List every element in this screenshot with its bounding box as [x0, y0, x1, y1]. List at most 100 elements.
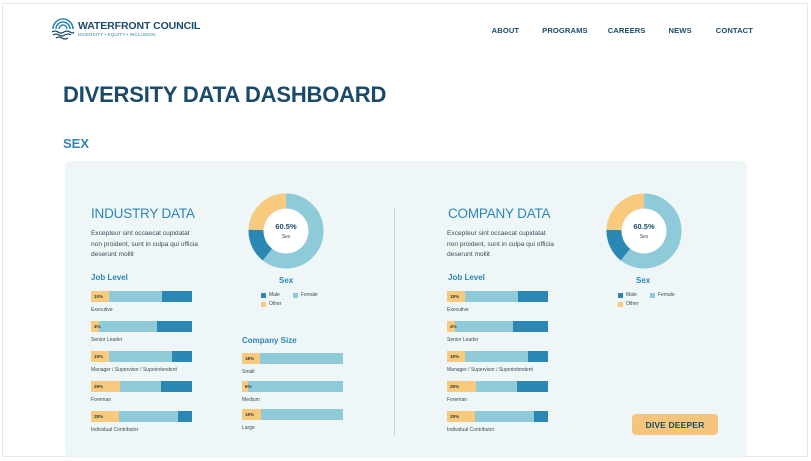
column-divider: [394, 209, 395, 435]
donut-slice-other[interactable]: [606, 193, 682, 269]
bar-segment-female: [476, 381, 517, 392]
bar-segment-other: 29%: [447, 381, 477, 392]
bar-segment-female: [109, 351, 172, 362]
bar-segment-other: 6%: [242, 381, 252, 392]
company-donut-label: Sex: [636, 276, 651, 285]
donut-center-value: 60.5%: [275, 222, 297, 231]
bar-segment-male: [171, 351, 192, 362]
industry-description: Excepteur sint occaecat cupidatat non pr…: [91, 230, 198, 258]
bar-segment-other: 4%: [447, 321, 457, 332]
donut-slice-other[interactable]: [248, 193, 324, 269]
bar-other-percent: 19%: [450, 353, 460, 359]
donut-slice-male[interactable]: [606, 193, 682, 269]
legend-male: Male: [261, 292, 280, 298]
bar-segment-female: [465, 291, 518, 302]
stacked-bar[interactable]: 19%: [242, 409, 343, 420]
donut-center: [622, 209, 666, 253]
logo-subtitle: DIVERSITY • EQUITY • INCLUSION: [78, 31, 156, 37]
nav-careers[interactable]: CAREERS: [607, 26, 646, 35]
legend-male-swatch: [618, 292, 623, 298]
stacked-bar[interactable]: 18%: [447, 291, 548, 302]
bar-other-percent: 19%: [245, 411, 255, 417]
company-job-level-title: Job Level: [448, 273, 485, 282]
bar-segment-other: 18%: [242, 353, 261, 364]
legend-male-label: Male: [626, 292, 637, 298]
stacked-bar[interactable]: 10%: [91, 291, 192, 302]
dive-deeper-button[interactable]: DIVE DEEPER: [632, 414, 718, 435]
bar-label: Small: [242, 369, 255, 375]
bar-other-percent: 28%: [450, 413, 460, 419]
bar-segment-female: [120, 381, 161, 392]
bar-label: Individual Contributor: [91, 427, 139, 433]
industry-title: INDUSTRY DATA: [91, 206, 195, 221]
bar-row: 19% Large: [242, 409, 343, 431]
industry-donut-label: Sex: [279, 276, 294, 285]
stacked-bar[interactable]: 19%: [447, 351, 548, 362]
bar-row: 18% Executive: [447, 291, 548, 313]
legend-female-swatch: [293, 292, 298, 298]
bar-label: Manager / Supervisor / Superintendent: [447, 367, 533, 373]
stacked-bar[interactable]: 18%: [242, 353, 343, 364]
stacked-bar[interactable]: 29%: [447, 381, 548, 392]
bar-segment-other: 29%: [91, 381, 121, 392]
bar-segment-female: [119, 411, 178, 422]
bar-segment-female: [455, 321, 513, 332]
nav-programs[interactable]: PROGRAMS: [542, 26, 588, 35]
donut-slice-male[interactable]: [248, 193, 324, 269]
stacked-bar[interactable]: 4%: [447, 321, 548, 332]
bar-segment-male: [527, 351, 548, 362]
stacked-bar[interactable]: 28%: [447, 411, 548, 422]
bar-label: Senior Leader: [91, 337, 123, 343]
bar-label: Medium: [242, 397, 260, 403]
bar-segment-other: 28%: [447, 411, 476, 422]
waves-logo-icon: [51, 18, 75, 40]
nav-news[interactable]: NEWS: [668, 26, 692, 35]
bar-row: 4% Senior Leader: [447, 321, 548, 343]
bar-segment-other: 4%: [91, 321, 101, 332]
bar-other-percent: 29%: [94, 383, 104, 389]
bar-other-percent: 4%: [450, 323, 457, 329]
bar-label: Foreman: [91, 397, 112, 403]
bar-row: 29% Foreman: [447, 381, 548, 403]
donut-center-value: 60.5%: [633, 222, 655, 231]
logo[interactable]: WATERFRONT COUNCIL DIVERSITY • EQUITY • …: [51, 17, 200, 41]
company-description: Excepteur sint occaecat cupidatat non pr…: [447, 230, 554, 258]
bar-segment-female: [261, 409, 343, 420]
donut-center-label: Sex: [640, 234, 649, 240]
legend-other-label: Other: [626, 301, 639, 307]
bar-segment-male: [161, 291, 192, 302]
bar-segment-other: 28%: [91, 411, 120, 422]
stacked-bar[interactable]: 4%: [91, 321, 192, 332]
bar-segment-male: [156, 321, 192, 332]
bar-row: 10% Executive: [91, 291, 192, 313]
nav-contact[interactable]: CONTACT: [715, 26, 753, 35]
bar-segment-male: [512, 321, 548, 332]
stacked-bar[interactable]: 19%: [91, 351, 192, 362]
bar-row: 6% Medium: [242, 381, 343, 403]
stacked-bar[interactable]: 6%: [242, 381, 343, 392]
bar-other-percent: 6%: [245, 383, 252, 389]
industry-job-level-title: Job Level: [91, 273, 128, 282]
legend-other-swatch: [618, 301, 623, 307]
bar-row: 4% Senior Leader: [91, 321, 192, 343]
bar-row: 19% Manager / Supervisor / Superintendent: [447, 351, 548, 373]
section-title: SEX: [63, 136, 90, 151]
stacked-bar[interactable]: 29%: [91, 381, 192, 392]
legend-male: Male: [618, 292, 637, 298]
bar-label: Senior Leader: [447, 337, 479, 343]
bar-segment-male: [517, 291, 548, 302]
stacked-bar[interactable]: 28%: [91, 411, 192, 422]
nav-about[interactable]: ABOUT: [491, 26, 520, 35]
main-nav: ABOUT PROGRAMS CAREERS NEWS CONTACT: [492, 26, 753, 35]
donut-center: [264, 209, 308, 253]
bar-row: 28% Individual Contributor: [91, 411, 192, 433]
bar-segment-other: 19%: [447, 351, 466, 362]
bar-segment-male: [177, 411, 192, 422]
bar-other-percent: 10%: [94, 293, 104, 299]
company-title: COMPANY DATA: [448, 206, 551, 221]
bar-label: Executive: [91, 307, 113, 313]
bar-other-percent: 18%: [450, 293, 460, 299]
donut-center-label: Sex: [282, 234, 291, 240]
company-size-title: Company Size: [242, 336, 297, 345]
bar-other-percent: 4%: [94, 323, 101, 329]
